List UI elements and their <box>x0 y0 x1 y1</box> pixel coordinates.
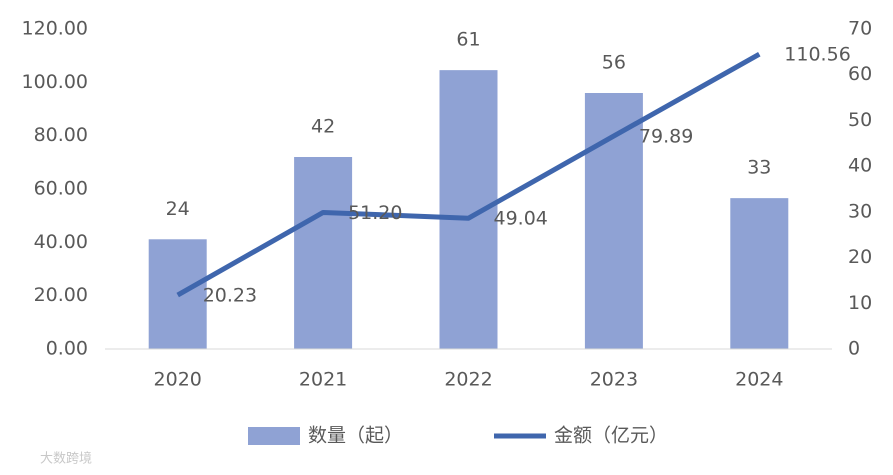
y2-tick-label: 60 <box>848 63 872 85</box>
y2-tick-label: 20 <box>848 246 872 268</box>
bar-value-label: 61 <box>456 29 480 51</box>
bar <box>294 157 353 349</box>
legend-label: 金额（亿元） <box>554 425 668 447</box>
y-tick-label: 80.00 <box>34 124 88 146</box>
x-tick-label: 2023 <box>590 369 638 391</box>
y-tick-label: 120.00 <box>22 18 88 40</box>
line <box>176 51 761 298</box>
line-value-label: 110.56 <box>784 44 850 66</box>
y-tick-label: 100.00 <box>22 71 88 93</box>
y2-tick-label: 40 <box>848 155 872 177</box>
bar-value-label: 42 <box>311 116 335 138</box>
bar <box>584 93 643 349</box>
y-tick-label: 0.00 <box>46 338 88 360</box>
x-tick-label: 2022 <box>444 369 492 391</box>
legend-swatch <box>248 427 300 445</box>
bar-value-label: 33 <box>747 157 771 179</box>
y2-tick-label: 30 <box>848 200 872 222</box>
y2-tick-label: 10 <box>848 292 872 314</box>
line-value-label: 20.23 <box>203 285 257 307</box>
x-tick-label: 2020 <box>154 369 202 391</box>
y2-tick-label: 50 <box>848 109 872 131</box>
y-tick-label: 60.00 <box>34 178 88 200</box>
bar-value-label: 24 <box>166 198 190 220</box>
y-tick-label: 20.00 <box>34 284 88 306</box>
line-value-label: 79.89 <box>639 125 693 147</box>
y2-tick-label: 0 <box>848 338 860 360</box>
line-value-label: 49.04 <box>494 208 548 230</box>
bar <box>730 198 789 349</box>
line-value-label: 51.20 <box>348 202 402 224</box>
x-tick-label: 2021 <box>299 369 347 391</box>
watermark: 大数跨境 <box>40 452 92 467</box>
y-tick-label: 40.00 <box>34 231 88 253</box>
y2-tick-label: 70 <box>848 18 872 40</box>
legend-label: 数量（起） <box>308 425 403 447</box>
bar-value-label: 56 <box>602 52 626 74</box>
x-tick-label: 2024 <box>735 369 783 391</box>
